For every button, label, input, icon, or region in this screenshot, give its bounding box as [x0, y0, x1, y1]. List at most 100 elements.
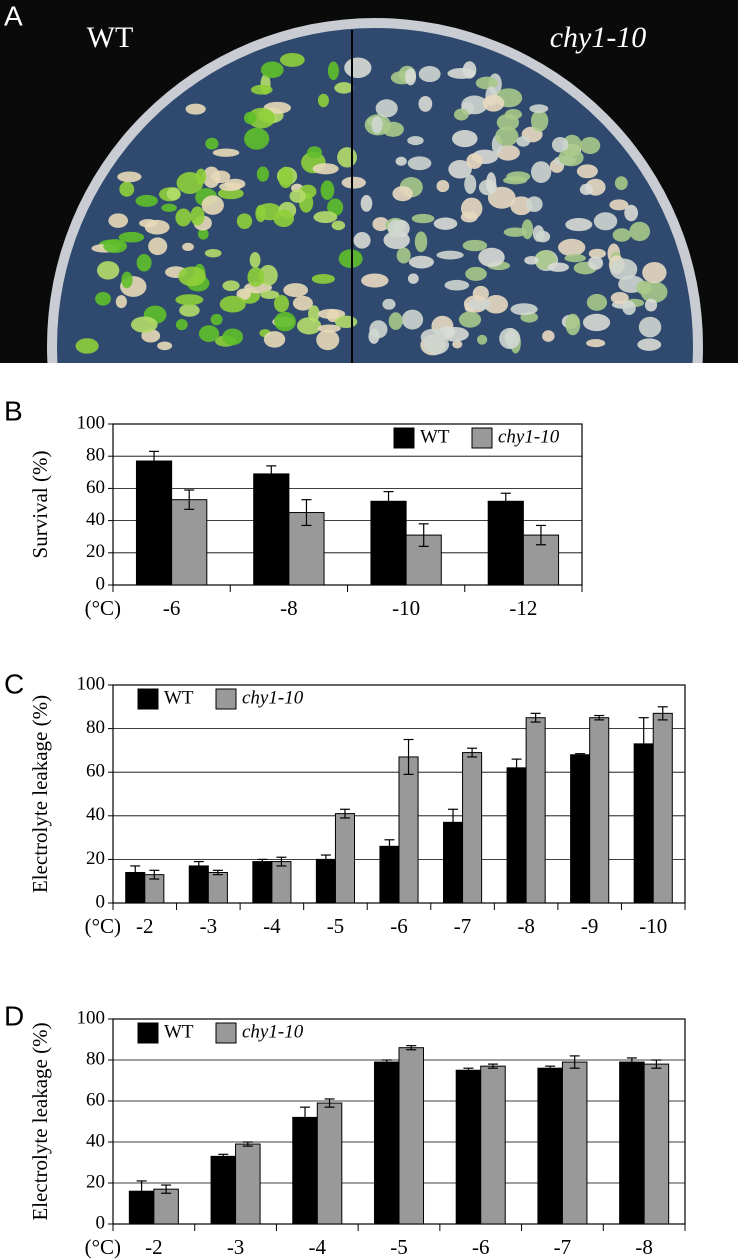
seedling	[161, 203, 177, 213]
seedling	[586, 293, 608, 311]
seedling	[95, 291, 111, 306]
seedling	[433, 217, 458, 230]
seedling	[115, 295, 127, 309]
y-tick-label: 100	[77, 1007, 106, 1028]
y-tick-label: 20	[86, 541, 105, 562]
bar	[455, 1069, 482, 1225]
seedling	[452, 340, 463, 349]
seedling	[274, 311, 296, 332]
bar	[570, 754, 591, 904]
x-tick-label: -8	[635, 1235, 653, 1259]
seedling	[624, 204, 639, 222]
bar	[210, 1155, 237, 1225]
error-bar	[276, 856, 287, 867]
bar	[487, 500, 524, 586]
error-bar	[403, 738, 414, 775]
error-bar	[301, 499, 312, 527]
error-bar	[339, 808, 350, 819]
seedling	[341, 176, 366, 189]
error-bar	[418, 523, 429, 547]
bar	[292, 1116, 318, 1225]
x-tick-label: -6	[390, 914, 408, 938]
x-tick-label: -6	[163, 596, 181, 620]
x-tick-label: -2	[136, 914, 154, 938]
seedling	[503, 227, 528, 237]
error-bar	[487, 1063, 498, 1069]
seedling	[344, 57, 372, 79]
seedling	[614, 176, 628, 191]
seedling	[418, 95, 433, 112]
seedling	[371, 116, 383, 134]
seedling	[478, 247, 505, 267]
bar	[171, 499, 208, 586]
x-tick-label: -7	[454, 914, 472, 938]
error-bar	[320, 854, 331, 865]
seedling	[565, 218, 593, 232]
bar	[253, 473, 290, 586]
y-tick-label: 80	[86, 1048, 105, 1069]
seedling	[247, 267, 265, 287]
x-tick-label: -4	[309, 1235, 327, 1259]
x-axis-label: (°C)	[85, 1235, 121, 1259]
x-tick-label: -8	[280, 596, 298, 620]
seedling	[222, 328, 244, 346]
panel-label: B	[4, 395, 23, 426]
seedling	[274, 294, 289, 313]
seedling	[197, 228, 209, 240]
x-tick-label: -5	[390, 1235, 408, 1259]
seedling	[472, 285, 489, 302]
error-bar	[384, 839, 395, 854]
error-bar	[149, 869, 160, 880]
error-bar	[193, 860, 204, 871]
seedling	[308, 305, 320, 323]
seedling	[338, 249, 363, 269]
y-tick-label: 0	[96, 573, 106, 594]
seedling	[317, 324, 341, 333]
bar	[207, 871, 228, 904]
seedling	[407, 273, 419, 284]
seedling	[466, 153, 483, 169]
legend-label: chy1-10	[498, 426, 560, 447]
y-tick-label: 100	[77, 673, 106, 694]
seedling	[382, 121, 404, 137]
seedling	[460, 197, 483, 220]
error-bar	[657, 706, 668, 721]
seedling	[610, 258, 638, 280]
seedling	[222, 280, 240, 292]
bar	[525, 717, 546, 904]
seedling	[210, 313, 223, 326]
seedling	[175, 294, 204, 306]
seedling	[182, 242, 194, 252]
seedling	[404, 68, 417, 86]
seedling	[175, 319, 188, 331]
seedling	[313, 211, 338, 224]
seedling	[436, 250, 464, 260]
error-bar	[381, 1059, 392, 1065]
bar	[480, 1065, 506, 1225]
seedling	[401, 309, 424, 330]
x-tick-label: -8	[517, 914, 535, 938]
seedling	[247, 107, 276, 129]
seedling	[263, 331, 286, 348]
seedling	[307, 146, 322, 159]
error-bar	[161, 1184, 172, 1194]
x-tick-label: -6	[472, 1235, 490, 1259]
x-tick-label: -10	[392, 596, 420, 620]
legend-swatch	[137, 1022, 159, 1044]
seedling	[444, 279, 470, 291]
seedling	[388, 312, 403, 330]
x-tick-label: -2	[145, 1235, 163, 1259]
seedling	[331, 220, 346, 231]
seedling	[372, 217, 389, 232]
legend-swatch	[137, 688, 159, 710]
seedling	[408, 255, 434, 269]
seedling	[407, 156, 432, 171]
error-bar	[638, 717, 649, 771]
bar	[135, 460, 173, 586]
seedling	[484, 295, 509, 314]
seedling	[525, 196, 543, 213]
seedling	[361, 273, 389, 288]
seedling	[185, 103, 206, 115]
seedling	[144, 219, 170, 235]
